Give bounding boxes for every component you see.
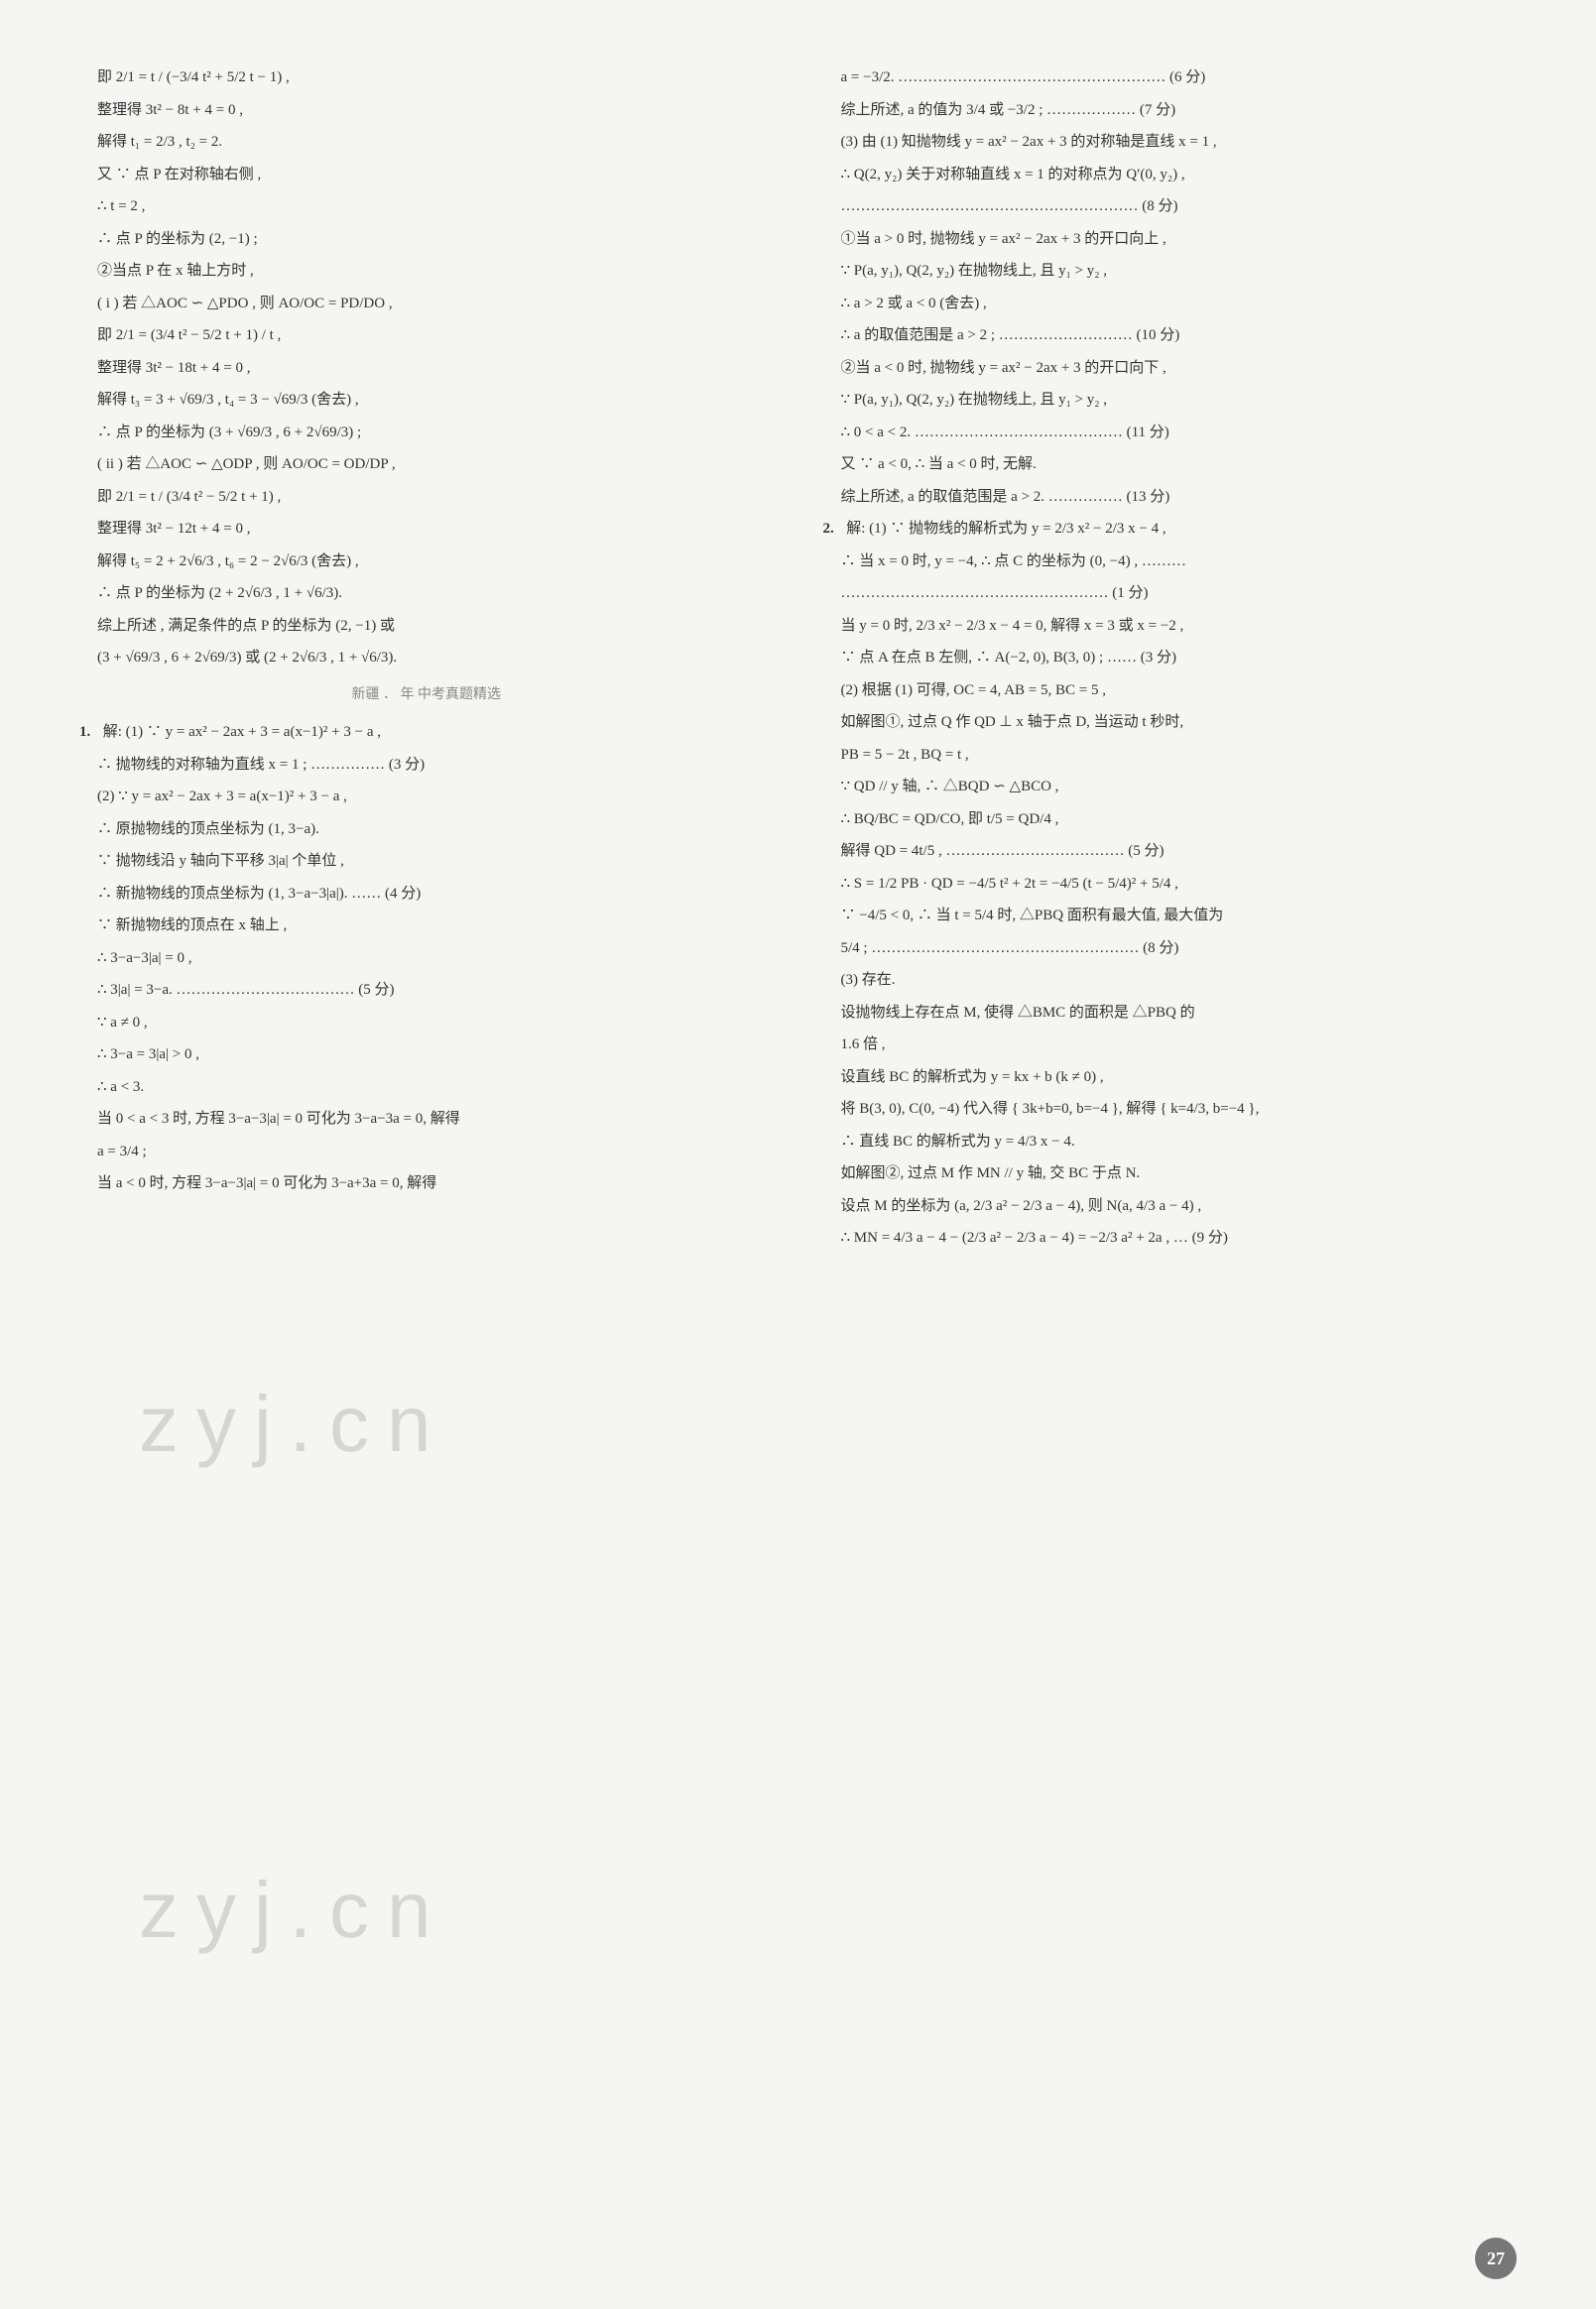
solution-line: a = 3/4 ;	[79, 1138, 774, 1166]
solution-line: 即 2/1 = (3/4 t² − 5/2 t + 1) / t ,	[79, 321, 774, 350]
problem-number: 1.	[79, 718, 99, 747]
solution-line: 又 ∵ a < 0, ∴ 当 a < 0 时, 无解.	[823, 450, 1518, 479]
solution-line: 将 B(3, 0), C(0, −4) 代入得 { 3k+b=0, b=−4 }…	[823, 1095, 1518, 1124]
solution-line: (2) ∵ y = ax² − 2ax + 3 = a(x−1)² + 3 − …	[79, 783, 774, 811]
solution-line: 整理得 3t² − 8t + 4 = 0 ,	[79, 96, 774, 125]
right-column: a = −3/2. ……………………………………………… (6 分) 综上所述,…	[823, 60, 1518, 1257]
solution-line: 整理得 3t² − 18t + 4 = 0 ,	[79, 354, 774, 383]
solution-line: ∴ 新抛物线的顶点坐标为 (1, 3−a−3|a|). …… (4 分)	[79, 880, 774, 909]
solution-line: 如解图②, 过点 M 作 MN // y 轴, 交 BC 于点 N.	[823, 1159, 1518, 1188]
solution-line: 解得 QD = 4t/5 , ……………………………… (5 分)	[823, 837, 1518, 866]
solution-line: ∴ 3|a| = 3−a. ……………………………… (5 分)	[79, 976, 774, 1005]
solution-line: a = −3/2. ……………………………………………… (6 分)	[823, 63, 1518, 92]
solution-line: ②当点 P 在 x 轴上方时 ,	[79, 257, 774, 286]
solution-line: ①当 a > 0 时, 抛物线 y = ax² − 2ax + 3 的开口向上 …	[823, 225, 1518, 254]
solution-line: ∴ S = 1/2 PB · QD = −4/5 t² + 2t = −4/5 …	[823, 870, 1518, 899]
solution-line: 即 2/1 = t / (−3/4 t² + 5/2 t − 1) ,	[79, 63, 774, 92]
solution-line: ∴ 3−a−3|a| = 0 ,	[79, 944, 774, 973]
section-title: 新疆 ． 年 中考真题精选	[79, 682, 774, 709]
solution-line: (3 + √69/3 , 6 + 2√69/3) 或 (2 + 2√6/3 , …	[79, 644, 774, 672]
solution-line: ……………………………………………… (1 分)	[823, 579, 1518, 608]
solution-line: ∴ 3−a = 3|a| > 0 ,	[79, 1040, 774, 1069]
solution-line: 设点 M 的坐标为 (a, 2/3 a² − 2/3 a − 4), 则 N(a…	[823, 1192, 1518, 1221]
solution-line: ∴ 点 P 的坐标为 (2 + 2√6/3 , 1 + √6/3).	[79, 579, 774, 608]
solution-line: ∵ a ≠ 0 ,	[79, 1009, 774, 1037]
solution-line: 当 a < 0 时, 方程 3−a−3|a| = 0 可化为 3−a+3a = …	[79, 1169, 774, 1198]
solution-line: ∴ 当 x = 0 时, y = −4, ∴ 点 C 的坐标为 (0, −4) …	[823, 547, 1518, 576]
solution-line: 又 ∵ 点 P 在对称轴右侧 ,	[79, 161, 774, 189]
solution-line: ∴ 点 P 的坐标为 (2, −1) ;	[79, 225, 774, 254]
solution-line: 5/4 ; ……………………………………………… (8 分)	[823, 934, 1518, 963]
solution-line: 设抛物线上存在点 M, 使得 △BMC 的面积是 △PBQ 的	[823, 999, 1518, 1028]
page-content: zyj.cn zyj.cn 即 2/1 = t / (−3/4 t² + 5/2…	[79, 60, 1517, 1257]
solution-line: PB = 5 − 2t , BQ = t ,	[823, 741, 1518, 770]
solution-line: 1.6 倍 ,	[823, 1031, 1518, 1059]
solution-line: ∴ BQ/BC = QD/CO, 即 t/5 = QD/4 ,	[823, 805, 1518, 834]
solution-line: ( ii ) 若 △AOC ∽ △ODP , 则 AO/OC = OD/DP ,	[79, 450, 774, 479]
solution-line: ∴ a 的取值范围是 a > 2 ; ……………………… (10 分)	[823, 321, 1518, 350]
solution-line: 综上所述, a 的值为 3/4 或 −3/2 ; ……………… (7 分)	[823, 96, 1518, 125]
watermark-2: zyj.cn	[139, 1835, 449, 1986]
page-number-badge: 27	[1475, 2238, 1517, 2279]
solution-line: (2) 根据 (1) 可得, OC = 4, AB = 5, BC = 5 ,	[823, 676, 1518, 705]
problem-2-start: 2. 解: (1) ∵ 抛物线的解析式为 y = 2/3 x² − 2/3 x …	[823, 515, 1518, 544]
solution-line: ∴ a > 2 或 a < 0 (舍去) ,	[823, 290, 1518, 318]
solution-line: (3) 由 (1) 知抛物线 y = ax² − 2ax + 3 的对称轴是直线…	[823, 128, 1518, 157]
solution-line: 当 y = 0 时, 2/3 x² − 2/3 x − 4 = 0, 解得 x …	[823, 612, 1518, 641]
solution-line: ∵ P(a, y₁), Q(2, y₂) 在抛物线上, 且 y₁ > y₂ ,	[823, 257, 1518, 286]
solution-line: ∴ t = 2 ,	[79, 192, 774, 221]
solution-line: 解得 t₅ = 2 + 2√6/3 , t₆ = 2 − 2√6/3 (舍去) …	[79, 547, 774, 576]
solution-line: ∴ 原抛物线的顶点坐标为 (1, 3−a).	[79, 815, 774, 844]
solution-line: ∴ 点 P 的坐标为 (3 + √69/3 , 6 + 2√69/3) ;	[79, 419, 774, 447]
solution-line: ( i ) 若 △AOC ∽ △PDO , 则 AO/OC = PD/DO ,	[79, 290, 774, 318]
problem-1-start: 1. 解: (1) ∵ y = ax² − 2ax + 3 = a(x−1)² …	[79, 718, 774, 747]
solution-line: ∴ a < 3.	[79, 1073, 774, 1102]
solution-line: ∵ 新抛物线的顶点在 x 轴上 ,	[79, 911, 774, 940]
solution-line: 如解图①, 过点 Q 作 QD ⊥ x 轴于点 D, 当运动 t 秒时,	[823, 708, 1518, 737]
solution-line: 解得 t₁ = 2/3 , t₂ = 2.	[79, 128, 774, 157]
problem-number: 2.	[823, 515, 843, 544]
solution-line: 整理得 3t² − 12t + 4 = 0 ,	[79, 515, 774, 544]
solution-line: ∴ 直线 BC 的解析式为 y = 4/3 x − 4.	[823, 1128, 1518, 1156]
solution-line: 当 0 < a < 3 时, 方程 3−a−3|a| = 0 可化为 3−a−3…	[79, 1105, 774, 1134]
solution-line: 综上所述 , 满足条件的点 P 的坐标为 (2, −1) 或	[79, 612, 774, 641]
solution-line: ∵ QD // y 轴, ∴ △BQD ∽ △BCO ,	[823, 773, 1518, 801]
solution-line: ∵ 抛物线沿 y 轴向下平移 3|a| 个单位 ,	[79, 847, 774, 876]
solution-line: 解得 t₃ = 3 + √69/3 , t₄ = 3 − √69/3 (舍去) …	[79, 386, 774, 415]
solution-line: 综上所述, a 的取值范围是 a > 2. …………… (13 分)	[823, 483, 1518, 512]
solution-line: ∴ 0 < a < 2. …………………………………… (11 分)	[823, 419, 1518, 447]
solution-line: 即 2/1 = t / (3/4 t² − 5/2 t + 1) ,	[79, 483, 774, 512]
solution-line: ∴ MN = 4/3 a − 4 − (2/3 a² − 2/3 a − 4) …	[823, 1224, 1518, 1253]
solution-text: 解: (1) ∵ y = ax² − 2ax + 3 = a(x−1)² + 3…	[103, 724, 381, 740]
left-column: 即 2/1 = t / (−3/4 t² + 5/2 t − 1) , 整理得 …	[79, 60, 774, 1257]
watermark-1: zyj.cn	[139, 1349, 449, 1500]
solution-line: ∵ 点 A 在点 B 左侧, ∴ A(−2, 0), B(3, 0) ; …… …	[823, 644, 1518, 672]
solution-text: 解: (1) ∵ 抛物线的解析式为 y = 2/3 x² − 2/3 x − 4…	[846, 521, 1166, 537]
solution-line: ②当 a < 0 时, 抛物线 y = ax² − 2ax + 3 的开口向下 …	[823, 354, 1518, 383]
solution-line: (3) 存在.	[823, 966, 1518, 995]
solution-line: …………………………………………………… (8 分)	[823, 192, 1518, 221]
solution-line: ∵ −4/5 < 0, ∴ 当 t = 5/4 时, △PBQ 面积有最大值, …	[823, 902, 1518, 930]
solution-line: ∴ 抛物线的对称轴为直线 x = 1 ; …………… (3 分)	[79, 751, 774, 780]
solution-line: ∴ Q(2, y₂) 关于对称轴直线 x = 1 的对称点为 Q′(0, y₂)…	[823, 161, 1518, 189]
solution-line: 设直线 BC 的解析式为 y = kx + b (k ≠ 0) ,	[823, 1063, 1518, 1092]
solution-line: ∵ P(a, y₁), Q(2, y₂) 在抛物线上, 且 y₁ > y₂ ,	[823, 386, 1518, 415]
